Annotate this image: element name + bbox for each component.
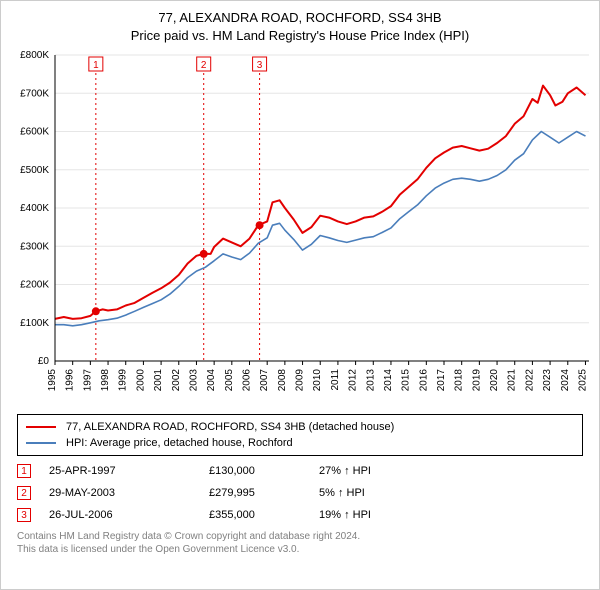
x-tick-label: 2015 bbox=[401, 369, 412, 392]
x-tick-label: 1998 bbox=[100, 369, 111, 392]
x-tick-label: 2004 bbox=[206, 369, 217, 392]
chart-container: 77, ALEXANDRA ROAD, ROCHFORD, SS4 3HB Pr… bbox=[0, 0, 600, 590]
event-row: 1 25-APR-1997£130,00027% ↑ HPI bbox=[17, 462, 583, 480]
event-badge: 3 bbox=[17, 508, 31, 522]
x-tick-label: 2001 bbox=[153, 369, 164, 392]
y-tick-label: £200K bbox=[20, 280, 49, 291]
x-tick-label: 2002 bbox=[171, 369, 182, 392]
legend-row: 77, ALEXANDRA ROAD, ROCHFORD, SS4 3HB (d… bbox=[26, 419, 574, 435]
event-badge: 2 bbox=[17, 486, 31, 500]
x-tick-label: 2014 bbox=[383, 369, 394, 392]
x-tick-label: 2021 bbox=[507, 369, 518, 392]
legend-box: 77, ALEXANDRA ROAD, ROCHFORD, SS4 3HB (d… bbox=[17, 414, 583, 456]
event-hpi: 19% ↑ HPI bbox=[319, 509, 419, 521]
x-tick-label: 2017 bbox=[436, 369, 447, 392]
x-tick-label: 2013 bbox=[365, 369, 376, 392]
event-date: 29-MAY-2003 bbox=[49, 487, 209, 499]
y-tick-label: £600K bbox=[20, 127, 49, 138]
x-tick-label: 2018 bbox=[454, 369, 465, 392]
series-red bbox=[55, 86, 586, 319]
event-price: £355,000 bbox=[209, 509, 319, 521]
event-row: 3 26-JUL-2006£355,00019% ↑ HPI bbox=[17, 506, 583, 524]
series-blue bbox=[55, 132, 586, 326]
x-tick-label: 2008 bbox=[277, 369, 288, 392]
x-tick-label: 2006 bbox=[242, 369, 253, 392]
x-tick-label: 2019 bbox=[471, 369, 482, 392]
marker-dot bbox=[256, 222, 264, 230]
marker-dot bbox=[200, 250, 208, 258]
event-badge: 1 bbox=[17, 464, 31, 478]
legend-swatch bbox=[26, 426, 56, 428]
x-tick-label: 2003 bbox=[188, 369, 199, 392]
chart-area: £0 £100K £200K £300K £400K £500K £600K £700K £80… bbox=[9, 51, 593, 406]
y-tick-label: £800K bbox=[20, 51, 49, 61]
x-tick-label: 2012 bbox=[348, 369, 359, 392]
x-tick-label: 1997 bbox=[82, 369, 93, 392]
x-tick-label: 2023 bbox=[542, 369, 553, 392]
line-chart-svg: £0 £100K £200K £300K £400K £500K £600K £700K £80… bbox=[9, 51, 593, 406]
x-tick-label: 2009 bbox=[295, 369, 306, 392]
marker-dot bbox=[92, 308, 100, 316]
events-block: 1 25-APR-1997£130,00027% ↑ HPI 2 29-MAY-200… bbox=[17, 462, 583, 524]
marker-badge-label: 3 bbox=[257, 60, 263, 71]
x-tick-label: 2020 bbox=[489, 369, 500, 392]
y-tick-label: £500K bbox=[20, 165, 49, 176]
y-tick-label: £100K bbox=[20, 318, 49, 329]
x-tick-label: 2007 bbox=[259, 369, 270, 392]
x-tick-label: 2011 bbox=[330, 369, 341, 391]
event-date: 26-JUL-2006 bbox=[49, 509, 209, 521]
legend-row: HPI: Average price, detached house, Roch… bbox=[26, 435, 574, 451]
legend-swatch bbox=[26, 442, 56, 444]
event-date: 25-APR-1997 bbox=[49, 465, 209, 477]
x-tick-label: 2025 bbox=[577, 369, 588, 392]
legend-label: 77, ALEXANDRA ROAD, ROCHFORD, SS4 3HB (d… bbox=[66, 421, 394, 433]
x-tick-label: 1995 bbox=[47, 369, 58, 392]
x-tick-label: 2022 bbox=[524, 369, 535, 392]
event-price: £130,000 bbox=[209, 465, 319, 477]
event-hpi: 5% ↑ HPI bbox=[319, 487, 419, 499]
y-tick-label: £400K bbox=[20, 203, 49, 214]
event-price: £279,995 bbox=[209, 487, 319, 499]
y-tick-label: £0 bbox=[38, 356, 50, 367]
title-block: 77, ALEXANDRA ROAD, ROCHFORD, SS4 3HB Pr… bbox=[9, 9, 591, 45]
y-tick-label: £300K bbox=[20, 242, 49, 253]
footer-line-2: This data is licensed under the Open Gov… bbox=[17, 543, 583, 556]
marker-badge-label: 2 bbox=[201, 60, 207, 71]
title-subtitle: Price paid vs. HM Land Registry's House … bbox=[9, 27, 591, 45]
title-address: 77, ALEXANDRA ROAD, ROCHFORD, SS4 3HB bbox=[9, 9, 591, 27]
x-tick-label: 2000 bbox=[135, 369, 146, 392]
legend-label: HPI: Average price, detached house, Roch… bbox=[66, 437, 293, 449]
footer-note: Contains HM Land Registry data © Crown c… bbox=[17, 530, 583, 556]
x-tick-label: 1999 bbox=[118, 369, 129, 392]
y-tick-label: £700K bbox=[20, 89, 49, 100]
footer-line-1: Contains HM Land Registry data © Crown c… bbox=[17, 530, 583, 543]
x-tick-label: 2010 bbox=[312, 369, 323, 392]
event-hpi: 27% ↑ HPI bbox=[319, 465, 419, 477]
marker-badge-label: 1 bbox=[93, 60, 99, 71]
x-tick-label: 1996 bbox=[65, 369, 76, 392]
event-row: 2 29-MAY-2003£279,9955% ↑ HPI bbox=[17, 484, 583, 502]
x-tick-label: 2024 bbox=[560, 369, 571, 392]
x-tick-label: 2016 bbox=[418, 369, 429, 392]
x-tick-label: 2005 bbox=[224, 369, 235, 392]
